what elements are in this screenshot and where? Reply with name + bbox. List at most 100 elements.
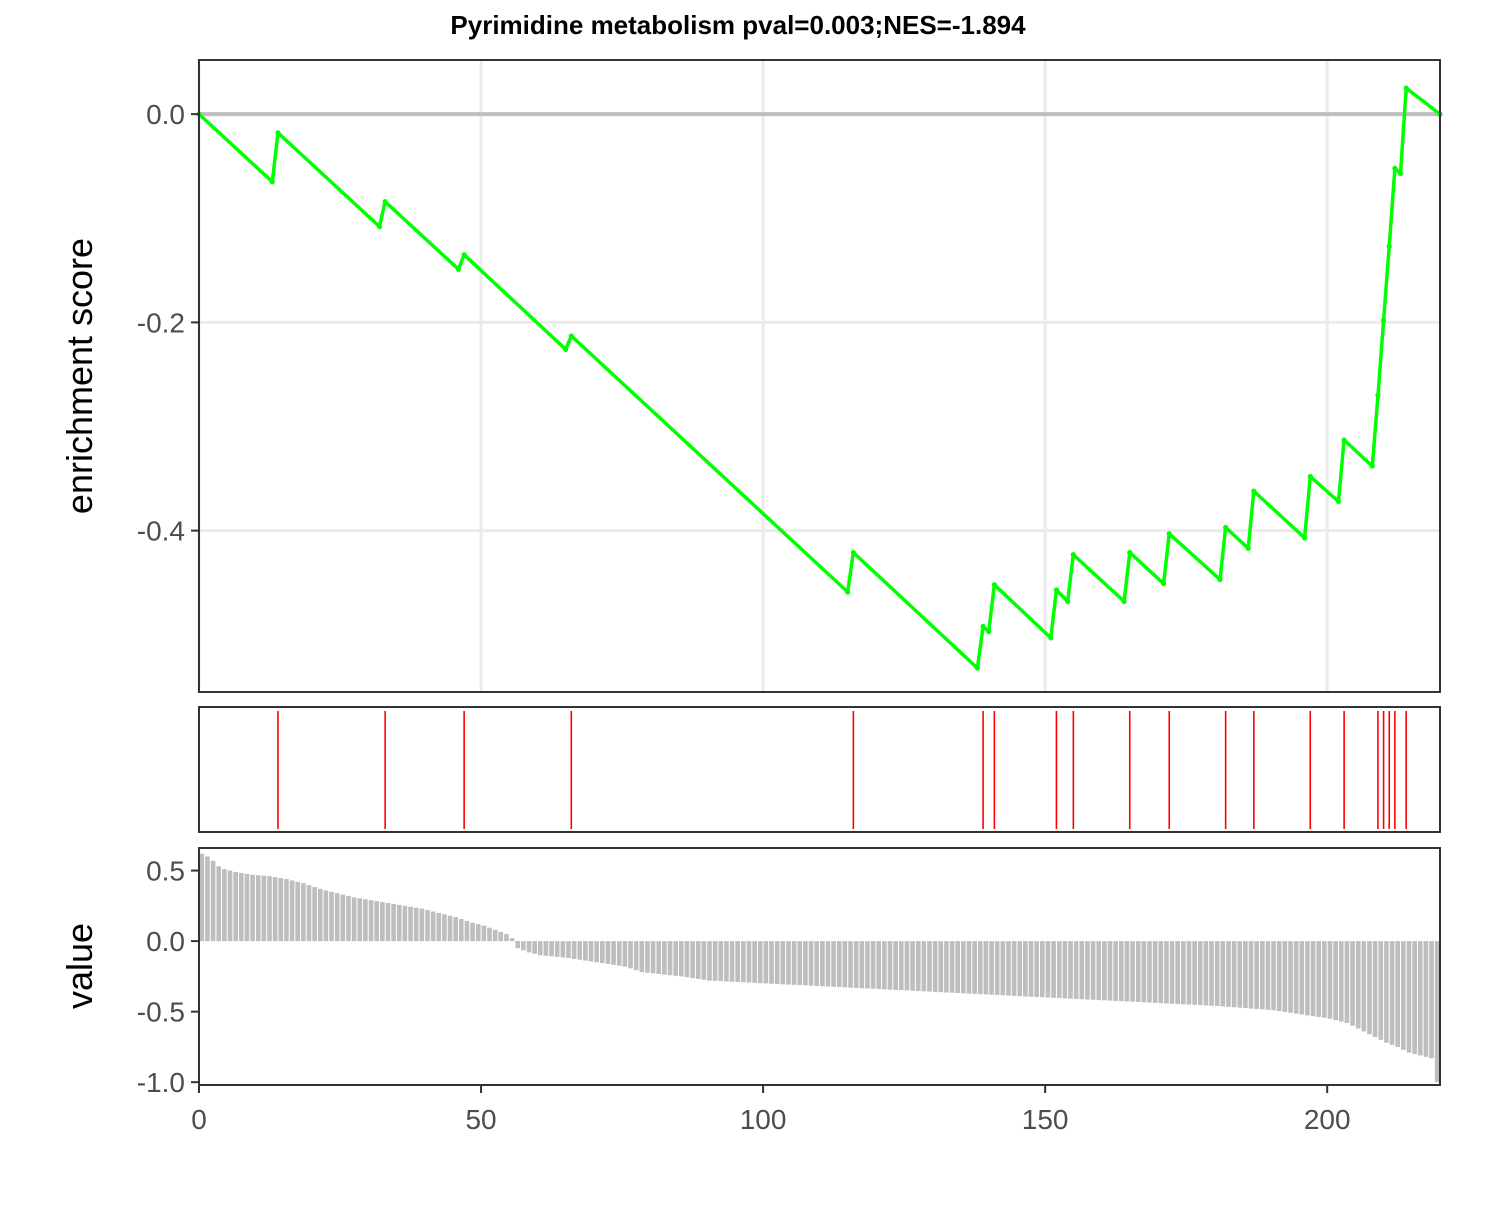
enrichment-point-20 bbox=[1127, 549, 1133, 556]
value-bar-150 bbox=[1045, 941, 1051, 998]
enrichment-point-23 bbox=[1217, 576, 1223, 583]
value-bar-212 bbox=[1395, 941, 1401, 1047]
value-bar-9 bbox=[250, 874, 255, 942]
value-bar-192 bbox=[1282, 941, 1288, 1012]
value-bar-65 bbox=[566, 941, 571, 959]
value-bar-194 bbox=[1293, 941, 1299, 1014]
value-bar-107 bbox=[803, 941, 808, 986]
value-bar-184 bbox=[1237, 941, 1243, 1008]
value-bar-158 bbox=[1090, 941, 1096, 1000]
value-y-tick-label-0: 0.5 bbox=[146, 856, 185, 887]
value-bar-52 bbox=[492, 929, 498, 942]
value-bar-47 bbox=[464, 920, 470, 942]
value-bar-134 bbox=[955, 941, 961, 994]
enrichment-y-axis-title: enrichment score bbox=[59, 238, 100, 514]
enrichment-point-17 bbox=[1065, 598, 1071, 605]
value-bar-7 bbox=[238, 872, 244, 942]
value-bar-142 bbox=[1000, 941, 1006, 996]
enrichment-point-10 bbox=[850, 549, 856, 556]
value-bar-32 bbox=[380, 902, 385, 942]
value-bar-97 bbox=[746, 941, 752, 983]
value-bar-1 bbox=[205, 856, 210, 942]
value-bar-56 bbox=[515, 941, 521, 949]
value-bar-66 bbox=[571, 941, 577, 959]
value-bar-200 bbox=[1327, 941, 1333, 1019]
value-bar-159 bbox=[1096, 941, 1102, 1001]
value-bar-211 bbox=[1389, 941, 1395, 1045]
value-bar-188 bbox=[1259, 941, 1265, 1010]
value-bar-72 bbox=[605, 941, 611, 964]
x-tick-label-2: 100 bbox=[740, 1104, 787, 1135]
value-bar-4 bbox=[222, 869, 227, 942]
value-bar-148 bbox=[1034, 941, 1039, 997]
hits-panel bbox=[198, 706, 1441, 833]
enrichment-panel: 0.0 -0.2 -0.4 enrichment score bbox=[59, 59, 1443, 693]
value-bar-31 bbox=[374, 901, 380, 942]
value-bar-37 bbox=[408, 906, 413, 942]
enrichment-point-26 bbox=[1251, 488, 1257, 494]
value-bar-87 bbox=[690, 941, 695, 979]
value-bar-41 bbox=[430, 911, 436, 942]
value-bar-109 bbox=[814, 941, 819, 986]
enrichment-point-27 bbox=[1302, 535, 1308, 541]
value-bar-46 bbox=[458, 919, 464, 942]
value-bar-166 bbox=[1135, 941, 1141, 1003]
value-bar-61 bbox=[543, 941, 549, 956]
enrichment-point-34 bbox=[1386, 243, 1392, 249]
value-bar-25 bbox=[340, 894, 346, 942]
value-bar-182 bbox=[1226, 941, 1231, 1007]
enrichment-point-24 bbox=[1223, 524, 1229, 531]
enrichment-point-11 bbox=[974, 665, 981, 671]
value-bar-153 bbox=[1062, 941, 1068, 999]
value-bar-103 bbox=[780, 941, 786, 985]
value-bar-69 bbox=[588, 941, 594, 962]
value-bar-131 bbox=[938, 941, 944, 993]
enrichment-y-tick-label-0: 0.0 bbox=[146, 99, 185, 130]
value-bar-3 bbox=[216, 866, 222, 942]
value-bar-27 bbox=[351, 897, 357, 942]
x-tick-label-4: 200 bbox=[1304, 1104, 1351, 1135]
value-bar-133 bbox=[949, 941, 955, 993]
value-bar-58 bbox=[526, 941, 532, 953]
value-bar-179 bbox=[1209, 941, 1214, 1006]
enrichment-point-9 bbox=[845, 589, 851, 595]
value-bar-145 bbox=[1017, 941, 1023, 997]
enrichment-point-2 bbox=[275, 130, 281, 136]
value-bar-49 bbox=[475, 924, 481, 942]
enrichment-point-31 bbox=[1369, 463, 1375, 469]
value-bar-70 bbox=[594, 941, 599, 963]
value-bar-111 bbox=[825, 941, 831, 987]
value-bar-139 bbox=[983, 941, 989, 995]
value-bar-98 bbox=[752, 941, 757, 983]
value-bar-162 bbox=[1113, 941, 1118, 1001]
value-bar-24 bbox=[334, 893, 340, 942]
value-bar-163 bbox=[1118, 941, 1124, 1002]
value-bar-53 bbox=[498, 931, 504, 942]
value-bar-152 bbox=[1056, 941, 1062, 999]
value-bar-147 bbox=[1028, 941, 1034, 997]
value-bar-51 bbox=[487, 927, 492, 942]
value-y-tick-label-3: -1.0 bbox=[137, 1067, 185, 1098]
value-bar-126 bbox=[910, 941, 915, 991]
value-bar-210 bbox=[1384, 941, 1389, 1043]
value-bar-202 bbox=[1338, 941, 1344, 1022]
value-bar-117 bbox=[859, 941, 865, 989]
value-bar-187 bbox=[1254, 941, 1259, 1009]
value-bar-201 bbox=[1333, 941, 1338, 1021]
value-bar-60 bbox=[537, 941, 543, 956]
value-bar-73 bbox=[611, 941, 616, 965]
value-bar-157 bbox=[1085, 941, 1090, 1000]
value-bar-141 bbox=[994, 941, 1000, 995]
value-bar-2 bbox=[210, 860, 216, 942]
ranked-values-panel-background bbox=[199, 848, 1440, 1085]
enrichment-point-36 bbox=[1397, 170, 1404, 177]
value-bar-28 bbox=[357, 898, 363, 942]
value-bar-186 bbox=[1248, 941, 1254, 1009]
value-bar-217 bbox=[1423, 941, 1429, 1057]
value-bar-44 bbox=[447, 915, 453, 942]
ranked-values-panel: 0.5 0.0 -0.5 -1.0 value 0 50 100 150 200 bbox=[59, 847, 1441, 1135]
value-bar-108 bbox=[808, 941, 814, 986]
value-bar-185 bbox=[1243, 941, 1248, 1009]
hits-panel-background bbox=[199, 707, 1440, 832]
